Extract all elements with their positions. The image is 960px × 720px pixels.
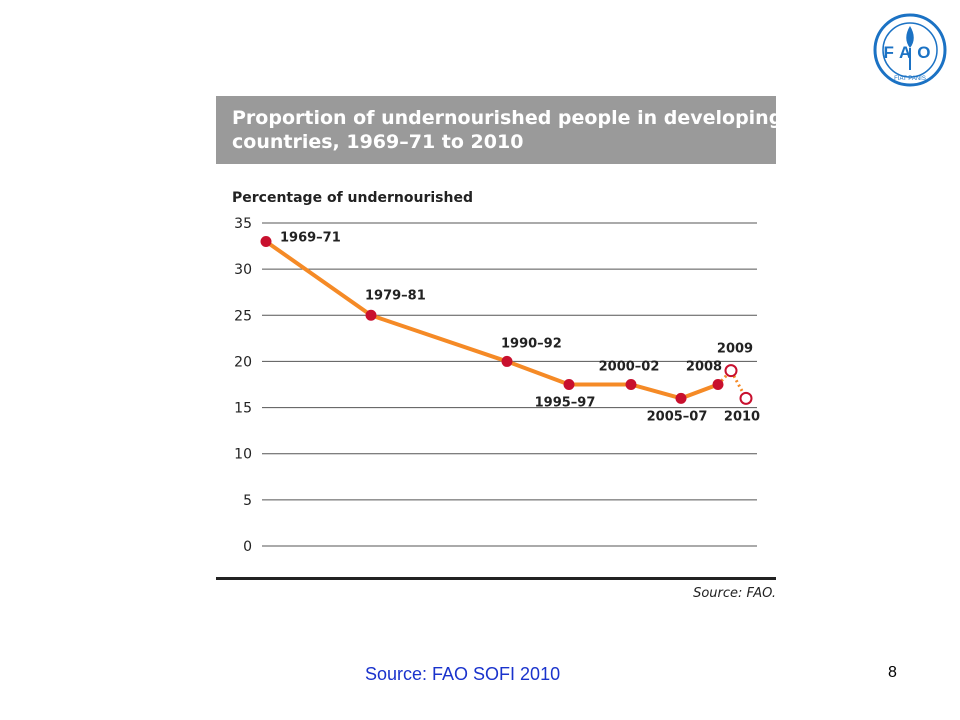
series-line-projected <box>716 368 748 400</box>
logo-motto: FIAT PANIS <box>894 76 926 82</box>
fao-logo: FAO FIAT PANIS <box>873 13 947 87</box>
data-point <box>625 379 637 390</box>
data-point <box>260 235 272 247</box>
chart-source-note: Source: FAO. <box>693 586 776 601</box>
y-tick-label: 0 <box>243 539 252 555</box>
y-tick-label: 10 <box>234 447 252 463</box>
chart-title: Proportion of undernourished people in d… <box>216 96 783 164</box>
y-axis-label: Percentage of undernourished <box>232 190 473 206</box>
point-label: 1969–71 <box>280 230 341 245</box>
point-label: 2005–07 <box>647 409 708 424</box>
chart-title-line-2: countries, 1969–71 to 2010 <box>232 131 524 153</box>
point-label: 2009 <box>717 342 753 357</box>
data-point <box>712 379 724 390</box>
point-label: 2000–02 <box>599 360 660 375</box>
y-tick-label: 5 <box>243 493 252 509</box>
logo-outer-ring <box>873 13 947 87</box>
logo-text: FAO <box>884 43 937 62</box>
wheat-ear-icon <box>906 26 914 48</box>
slide-source: Source: FAO SOFI 2010 <box>365 664 561 684</box>
y-tick-label: 15 <box>234 401 252 417</box>
point-label: 1979–81 <box>365 288 426 303</box>
point-label: 1990–92 <box>501 336 562 351</box>
data-point <box>501 355 513 367</box>
data-point <box>563 379 575 390</box>
chart-bottom-rule <box>216 577 776 580</box>
y-tick-label: 35 <box>234 216 252 232</box>
series-line <box>264 239 719 401</box>
page-number: 8 <box>888 664 897 681</box>
point-label: 1995–97 <box>535 396 596 411</box>
data-point <box>675 392 687 404</box>
point-label: 2010 <box>724 409 760 424</box>
y-tick-label: 30 <box>234 262 252 278</box>
data-point-projected <box>724 364 738 378</box>
y-tick-label: 25 <box>234 308 252 324</box>
chart-title-line-1: Proportion of undernourished people in d… <box>232 107 783 129</box>
y-tick-label: 20 <box>234 354 252 370</box>
data-point-projected <box>739 391 753 405</box>
logo-inner-ring <box>882 22 938 78</box>
point-label: 2008 <box>686 360 722 375</box>
data-point <box>365 309 377 321</box>
